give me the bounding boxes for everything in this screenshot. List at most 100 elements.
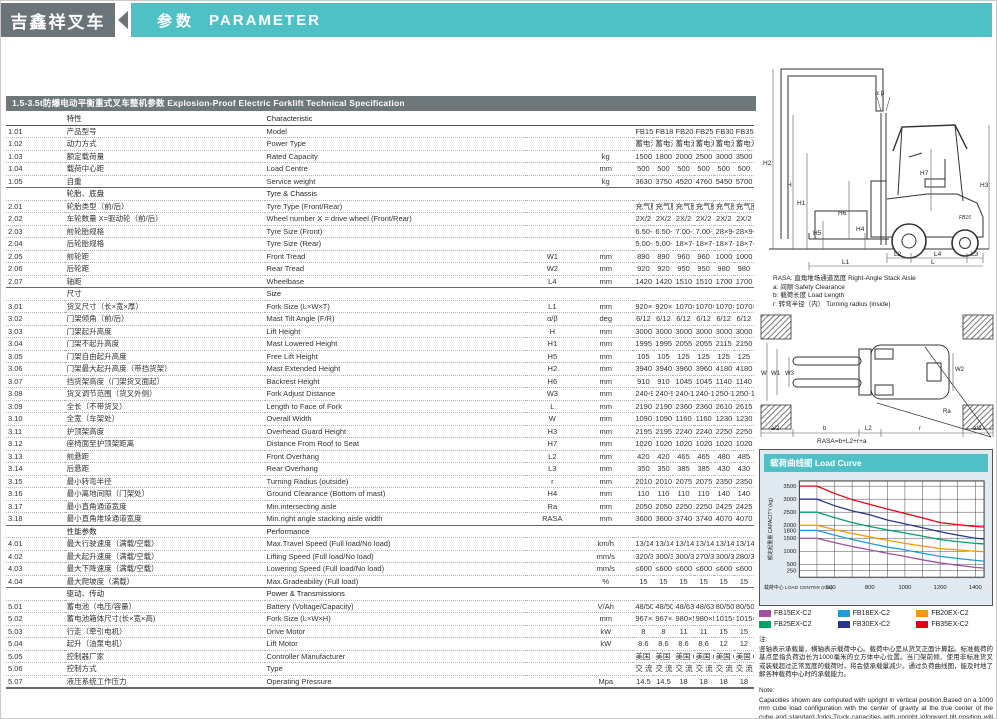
spec-cell: 3.10 xyxy=(6,412,65,426)
spec-cell: Operating Pressure xyxy=(264,675,527,689)
dim-label-a2-left: a/2 xyxy=(771,426,780,432)
spec-cell: Min.right angle stacking aisle width xyxy=(264,512,527,526)
spec-cell: Mast Tilt Angle (F/R) xyxy=(264,312,527,326)
spec-value-cell: 2050 xyxy=(653,500,674,513)
spec-value-cell: 1090 xyxy=(653,412,674,426)
spec-value-cell: FB18EX-C2 xyxy=(653,125,674,138)
spec-cell xyxy=(526,650,579,663)
spec-cell: Fork Size (L×W×H) xyxy=(264,612,527,626)
spec-cell: Ra xyxy=(526,500,579,513)
spec-value-cell: 1510 xyxy=(693,275,714,288)
spec-row: 4.01 最大行驶速度（满载/空载） Max.Travel Speed (Full … xyxy=(6,537,754,551)
spec-row: 4.04 最大爬坡度（满载） Max.Gradeability (Full load… xyxy=(6,575,754,588)
spec-cell: 蓄电池（电压/容量） xyxy=(64,600,265,613)
spec-row: 3.14 后悬距 Rear Overhang L3 mm 350 350 385 385 430 4… xyxy=(6,462,754,476)
spec-cell: Wheelbase xyxy=(264,275,527,288)
spec-row: 3.15 最小转弯半径 Turning Radius (outside) r mm 201… xyxy=(6,475,754,488)
spec-cell: 2.03 xyxy=(6,225,65,238)
spec-cell: 4.03 xyxy=(6,562,65,576)
spec-table-header-row: 特性 Characteristic xyxy=(6,113,754,126)
spec-cell xyxy=(526,524,579,538)
spec-cell: 5.03 xyxy=(6,625,65,638)
spec-cell: 门架起升高度 xyxy=(64,325,265,338)
spec-value-cell: 500 xyxy=(673,162,694,176)
spec-cell: L2 xyxy=(526,450,579,463)
spec-cell xyxy=(578,524,634,538)
load-curve-series-FB18EX-C2 xyxy=(799,529,985,562)
spec-cell: mm xyxy=(578,512,634,526)
spec-row: 2.06 后轮距 Rear Tread W2 mm 920 920 950 950 980 980 xyxy=(6,262,754,276)
spec-value-cell: 6/12 xyxy=(733,312,754,326)
spec-value-cell: 500 xyxy=(633,162,654,176)
spec-cell: kW xyxy=(578,625,634,638)
spec-row: 3.16 最小离地间隙（门架处） Ground Clearance (Bottom … xyxy=(6,487,754,501)
spec-value-cell: ≤600 / ≥300 xyxy=(633,562,654,576)
spec-row: 5.01 蓄电池（电压/容量） Battery (Voltage/Capacity)… xyxy=(6,600,754,613)
spec-cell: 自重 xyxy=(64,175,265,188)
spec-value-cell: 1700 xyxy=(733,275,754,288)
dim-label-l: L xyxy=(931,259,935,266)
spec-value-cell: 美国 CURTIS xyxy=(733,650,754,663)
spec-value-cell: 3740 xyxy=(693,512,714,526)
spec-value-cell: 950 xyxy=(673,262,694,276)
spec-cell: 最大起升速度（满载/空载） xyxy=(64,550,265,563)
header-characteristic-cn: 特性 xyxy=(64,113,265,126)
spec-cell: 3.03 xyxy=(6,325,65,338)
spec-value-cell: 18 xyxy=(673,675,694,689)
spec-cell: mm xyxy=(578,362,634,376)
spec-cell: H4 xyxy=(526,487,579,501)
header-characteristic-en: Characteristic xyxy=(264,113,527,126)
spec-value-cell: 3000 xyxy=(733,325,754,338)
spec-value-cell: 4180 xyxy=(733,362,754,376)
spec-value-cell: 2075 xyxy=(673,475,694,488)
spec-value-cell: 105 xyxy=(633,350,654,363)
spec-value-cell: 3000 xyxy=(713,325,734,338)
spec-value-cell: 80/500 xyxy=(733,600,754,613)
spec-row: 2.02 车轮数量 X=驱动轮（前/后） Wheel number X = driv… xyxy=(6,212,754,226)
spec-cell: Power Type xyxy=(264,137,527,151)
spec-cell: Wheel number X = drive wheel (Front/Rear… xyxy=(264,212,527,226)
dim-label-h4: H4 xyxy=(856,226,865,233)
spec-cell xyxy=(578,137,634,151)
spec-cell: km/h xyxy=(578,537,634,551)
spec-cell: 车轮数量 X=驱动轮（前/后） xyxy=(64,212,265,226)
spec-value-cell: 3600 xyxy=(633,512,654,526)
spec-cell xyxy=(6,187,65,201)
spec-value-cell: 交 流 xyxy=(713,662,734,676)
spec-cell: mm xyxy=(578,400,634,413)
spec-cell: 全长（不带货叉） xyxy=(64,400,265,413)
dim-label-h3: H3 xyxy=(980,182,989,189)
spec-cell: 门架最大起升高度（带挡货架） xyxy=(64,362,265,376)
legend-item: FB25EX-C2 xyxy=(759,621,836,628)
spec-value-cell: 6/12 xyxy=(653,312,674,326)
spec-value-cell: 1070×125×45 xyxy=(713,300,734,313)
spec-cell: 3.02 xyxy=(6,312,65,326)
spec-value-cell: 140 xyxy=(713,487,734,501)
spec-cell: mm xyxy=(578,337,634,351)
spec-value-cell: 350 xyxy=(653,462,674,476)
spec-cell: Mast Extended Height xyxy=(264,362,527,376)
spec-value-cell: 3000 xyxy=(653,325,674,338)
spec-cell: 3.01 xyxy=(6,300,65,313)
spec-row: 3.06 门架最大起升高度（带挡货架） Mast Extended Height H2… xyxy=(6,362,754,376)
spec-value-cell: 15 xyxy=(733,575,754,588)
spec-value-cell: 110 xyxy=(693,487,714,501)
spec-cell: V/Ah xyxy=(578,600,634,613)
spec-value-cell: 3940 xyxy=(633,362,654,376)
spec-cell xyxy=(526,537,579,551)
spec-value-cell: 125 xyxy=(673,350,694,363)
spec-cell: 2.01 xyxy=(6,200,65,213)
spec-cell xyxy=(526,237,579,251)
spec-cell: Tyre Type (Front/Rear) xyxy=(264,200,527,213)
spec-cell xyxy=(526,287,579,301)
load-curve-legend: FB15EX-C2 FB18EX-C2 FB20EX-C2 FB25EX-C2 FB30… xyxy=(759,610,993,628)
spec-value-cell: 2190 xyxy=(653,400,674,413)
spec-cell xyxy=(526,200,579,213)
spec-cell: mm xyxy=(578,250,634,263)
spec-row: 4.03 最大下降速度（满载/空载） Lowering Speed (Full lo… xyxy=(6,562,754,576)
dim-label-b: b xyxy=(823,426,827,432)
spec-value-cell: ≤600 / ≥300 xyxy=(673,562,694,576)
spec-value-cell: 1070×120×40 xyxy=(673,300,694,313)
dim-label-l2: L2 xyxy=(894,251,902,258)
